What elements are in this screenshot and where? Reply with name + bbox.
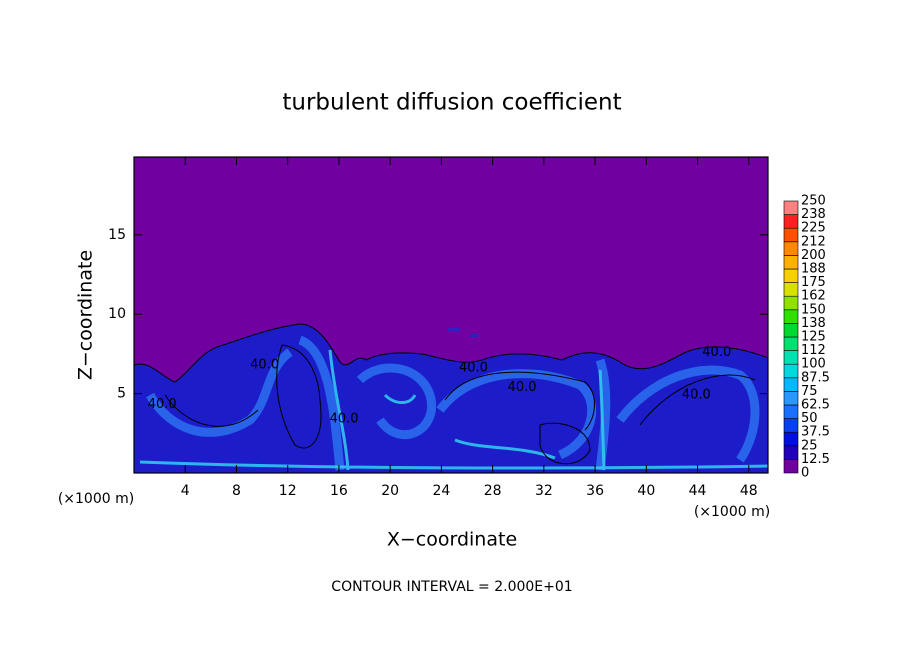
colorbar-label: 25 — [801, 438, 818, 453]
field-patch — [448, 328, 460, 332]
colorbar-box — [783, 350, 799, 365]
colorbar-label: 212 — [801, 234, 826, 249]
colorbar-label: 250 — [801, 194, 826, 209]
x-tick-label: 36 — [586, 483, 604, 499]
x-tick-label: 8 — [232, 483, 241, 499]
colorbar-box — [783, 282, 799, 297]
contour-label: 40.0 — [250, 358, 279, 373]
colorbar-label: 75 — [801, 384, 818, 399]
axes-layer: 4 8 12 16 20 24 28 32 36 40 44 485101540.040.040.04… — [108, 157, 830, 499]
contour-label: 40.0 — [702, 345, 731, 360]
contour-label: 40.0 — [682, 388, 711, 403]
annotation: CONTOUR INTERVAL = 2.000E+01 — [331, 579, 572, 595]
field — [133, 156, 769, 474]
x-tick-label: 28 — [484, 483, 502, 499]
chart-title: turbulent diffusion coefficient — [282, 90, 621, 116]
colorbar-label: 37.5 — [801, 425, 830, 440]
colorbar-label: 238 — [801, 207, 826, 222]
x-unit-label: (×1000 m) — [694, 504, 770, 520]
field-patch — [470, 334, 478, 337]
colorbar-box — [783, 336, 799, 351]
swirl — [139, 349, 768, 471]
colorbar-box — [783, 323, 799, 338]
colorbar-box — [783, 200, 799, 215]
colorbar-label: 188 — [801, 262, 826, 277]
swirl — [146, 335, 760, 471]
colorbar-label: 62.5 — [801, 398, 830, 413]
x-tick-label: 44 — [689, 483, 707, 499]
y-axis-label: Z−coordinate — [75, 250, 97, 380]
colorbar-box — [783, 214, 799, 229]
colorbar-box — [783, 268, 799, 283]
x-unit-label: (×1000 m) — [58, 491, 134, 507]
colorbar-box — [783, 241, 799, 256]
y-tick-label: 5 — [117, 386, 126, 402]
colorbar-label: 12.5 — [801, 452, 830, 467]
colorbar-box — [783, 363, 799, 379]
colorbar-label: 125 — [801, 330, 826, 345]
colorbar-box — [783, 431, 799, 447]
x-tick-label: 40 — [637, 483, 655, 499]
contour-line — [164, 344, 756, 465]
colorbar-label: 200 — [801, 248, 826, 263]
colorbar-label: 162 — [801, 289, 826, 304]
colorbar-box — [783, 227, 799, 243]
colorbar-label: 225 — [801, 221, 826, 236]
contour-label: 40.0 — [459, 361, 488, 376]
colorbar-label: 138 — [801, 316, 826, 331]
colorbar-label: 175 — [801, 275, 826, 290]
y-tick-label: 15 — [108, 227, 126, 243]
contour-label: 40.0 — [330, 412, 359, 427]
colorbar-box — [783, 377, 799, 392]
y-tick-label: 10 — [108, 306, 126, 322]
colorbar-box — [783, 295, 799, 311]
colorbar-label: 87.5 — [801, 370, 830, 385]
plot-frame — [133, 156, 769, 474]
colorbar-box — [783, 459, 799, 474]
colorbar-label: 50 — [801, 411, 818, 426]
x-tick-label: 12 — [279, 483, 297, 499]
colorbar-box — [783, 445, 799, 460]
colorbar-box — [783, 255, 799, 270]
x-axis-label: X−coordinate — [387, 529, 517, 551]
colorbar-box — [783, 418, 799, 433]
x-tick-label: 24 — [432, 483, 450, 499]
x-tick-label: 20 — [381, 483, 399, 499]
colorbar-label: 0 — [801, 466, 809, 481]
colorbar-box — [783, 309, 799, 324]
contour-label: 40.0 — [148, 397, 177, 412]
x-tick-label: 16 — [330, 483, 348, 499]
colorbar-box — [783, 404, 799, 419]
colorbar-label: 150 — [801, 302, 826, 317]
colorbar-label: 100 — [801, 357, 826, 372]
colorbar-box — [783, 391, 799, 406]
x-tick-label: 32 — [535, 483, 553, 499]
x-tick-label: 48 — [740, 483, 758, 499]
colorbar-label: 112 — [801, 343, 826, 358]
x-tick-label: 4 — [181, 483, 190, 499]
contour-label: 40.0 — [508, 380, 537, 395]
